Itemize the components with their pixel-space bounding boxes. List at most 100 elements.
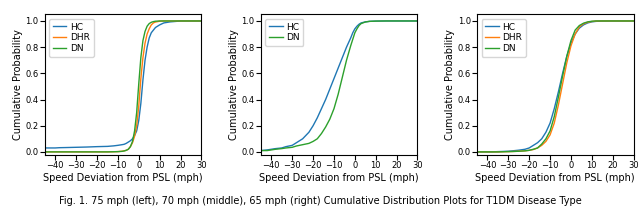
HC <box>152 26 159 29</box>
HC <box>322 98 330 101</box>
DHR <box>592 20 600 22</box>
HC <box>559 72 566 75</box>
HC <box>51 147 59 149</box>
DN <box>362 21 369 23</box>
HC <box>498 150 506 153</box>
HC <box>504 150 512 152</box>
HC <box>160 22 168 24</box>
HC <box>588 21 596 23</box>
DN <box>177 20 184 22</box>
DN <box>124 148 132 151</box>
DN <box>143 25 151 27</box>
DN <box>326 118 333 120</box>
DN <box>488 151 495 153</box>
DN <box>147 21 155 23</box>
HC <box>355 23 363 26</box>
Line: HC: HC <box>261 21 417 151</box>
DN <box>479 151 487 153</box>
DHR <box>584 21 591 23</box>
Line: DN: DN <box>45 21 202 152</box>
DHR <box>542 140 550 143</box>
DHR <box>83 151 90 153</box>
DN <box>555 96 563 98</box>
HC <box>525 147 533 149</box>
HC <box>187 20 195 22</box>
DN <box>598 20 606 22</box>
HC <box>143 46 151 48</box>
DHR <box>150 22 157 24</box>
DN <box>347 45 355 47</box>
DN <box>403 20 411 22</box>
HC <box>166 21 174 23</box>
DN <box>282 147 290 149</box>
HC <box>572 33 579 35</box>
HC <box>567 42 575 44</box>
DHR <box>504 150 512 153</box>
DHR <box>588 20 596 23</box>
HC <box>282 145 290 148</box>
DN <box>271 148 279 151</box>
Line: HC: HC <box>477 21 634 152</box>
HC <box>278 147 285 149</box>
HC <box>620 20 627 22</box>
HC <box>93 145 101 148</box>
Line: DHR: DHR <box>477 21 634 152</box>
DN <box>525 149 533 152</box>
HC <box>114 144 122 147</box>
DN <box>122 149 130 152</box>
HC <box>330 77 338 80</box>
DHR <box>143 33 151 35</box>
DN <box>509 150 516 153</box>
DN <box>330 108 338 110</box>
HC <box>271 147 279 150</box>
DN <box>257 149 265 152</box>
DN <box>357 22 365 25</box>
HC <box>124 141 132 143</box>
HC <box>289 144 296 147</box>
DHR <box>598 20 606 22</box>
DHR <box>141 42 149 44</box>
DN <box>131 130 138 132</box>
HC <box>150 29 157 31</box>
DN <box>317 132 325 135</box>
HC <box>484 151 492 153</box>
HC <box>479 151 487 153</box>
HC <box>347 37 355 39</box>
DHR <box>525 149 533 152</box>
DN <box>413 20 421 22</box>
DN <box>473 151 481 153</box>
DHR <box>131 135 138 137</box>
DN <box>51 151 59 153</box>
HC <box>173 20 180 23</box>
X-axis label: Speed Deviation from PSL (mph): Speed Deviation from PSL (mph) <box>44 173 203 183</box>
HC <box>630 20 637 22</box>
DN <box>393 20 401 22</box>
HC <box>494 150 502 153</box>
DN <box>263 149 271 152</box>
HC <box>339 56 346 59</box>
DN <box>160 20 168 22</box>
DN <box>609 20 616 22</box>
HC <box>314 117 321 119</box>
DN <box>152 20 159 22</box>
HC <box>118 143 126 146</box>
HC <box>529 144 537 147</box>
DHR <box>484 151 492 153</box>
DN <box>314 138 321 140</box>
DN <box>104 151 111 153</box>
DN <box>592 20 600 22</box>
HC <box>137 102 145 105</box>
DN <box>494 151 502 153</box>
DN <box>93 151 101 153</box>
DHR <box>488 151 495 153</box>
DHR <box>120 150 128 152</box>
HC <box>580 24 588 26</box>
HC <box>268 148 275 151</box>
DN <box>339 76 346 78</box>
DN <box>72 151 80 153</box>
DN <box>127 145 134 148</box>
DN <box>588 20 596 22</box>
DHR <box>135 105 143 107</box>
DN <box>129 140 136 143</box>
HC <box>349 32 356 34</box>
